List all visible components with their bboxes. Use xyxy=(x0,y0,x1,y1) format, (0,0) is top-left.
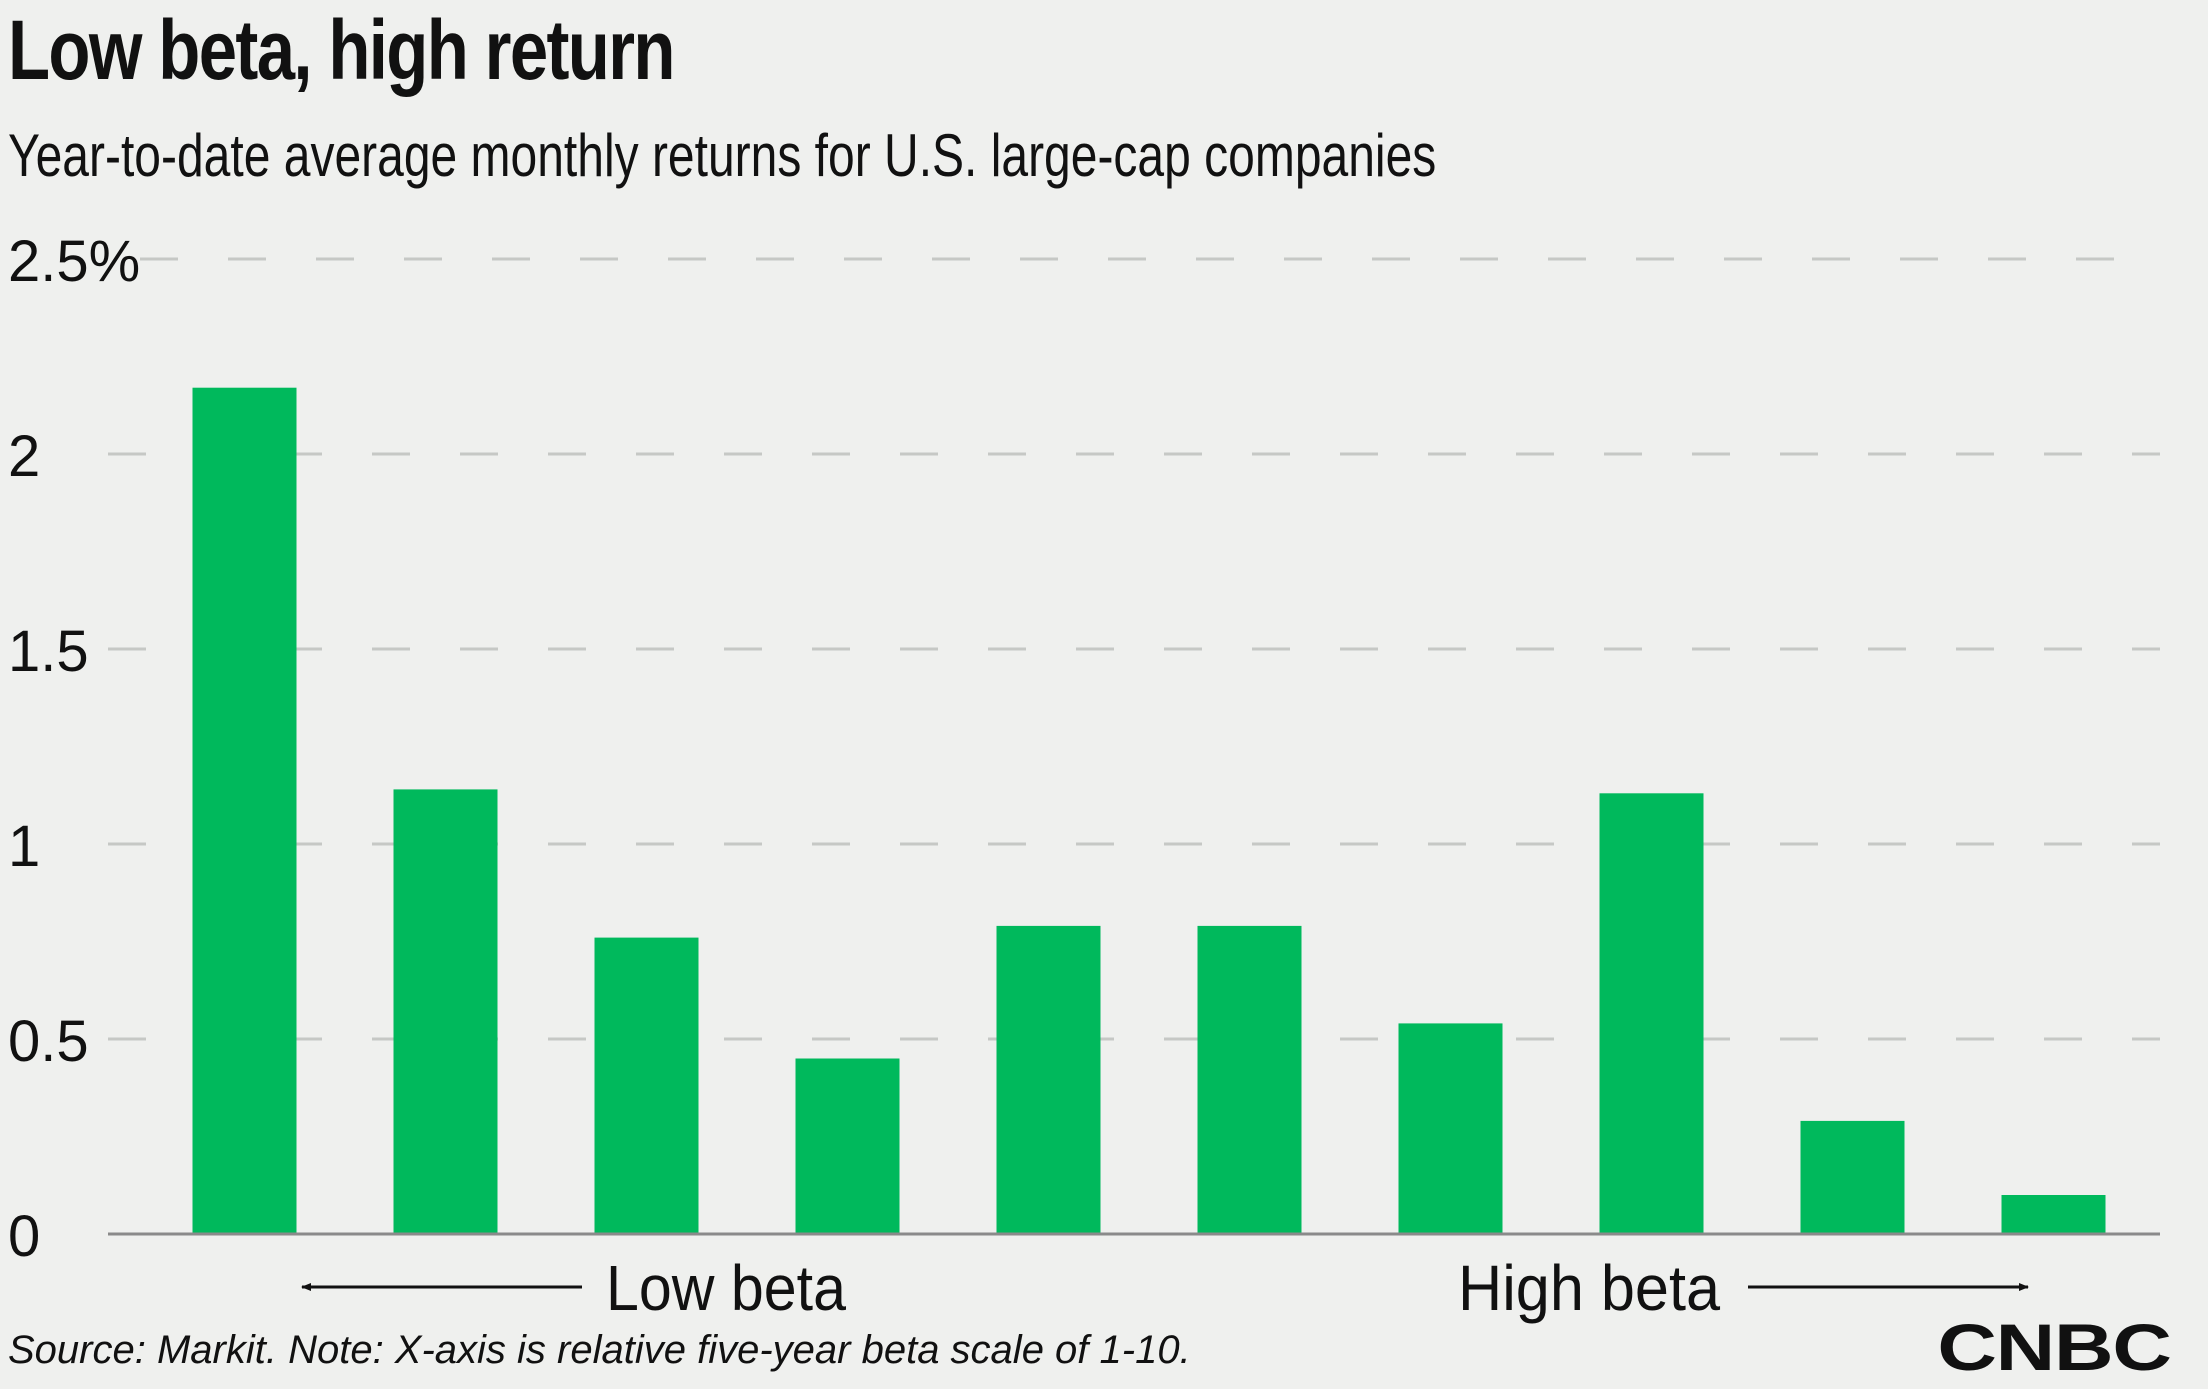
low-beta-label: Low beta xyxy=(606,1252,846,1324)
y-tick-label: 2.5% xyxy=(8,229,140,294)
bar-3 xyxy=(594,937,699,1234)
low-beta-annotation: Low beta xyxy=(301,1252,846,1324)
cnbc-logo: CNBC xyxy=(1937,1310,2172,1384)
chart-title: Low beta, high return xyxy=(8,3,675,97)
bar-1 xyxy=(192,387,297,1234)
gridlines xyxy=(108,257,2160,1041)
bar-8 xyxy=(1599,793,1704,1234)
y-tick-label: 0.5 xyxy=(8,1009,89,1074)
y-tick-label: 1.5 xyxy=(8,619,89,684)
bar-10 xyxy=(2001,1195,2106,1234)
high-beta-label: High beta xyxy=(1458,1252,1720,1324)
bar-9 xyxy=(1800,1120,1905,1234)
bar-7 xyxy=(1398,1023,1503,1234)
chart-subtitle: Year-to-date average monthly returns for… xyxy=(8,122,1437,189)
bar-4 xyxy=(795,1058,900,1234)
bar-6 xyxy=(1197,925,1302,1234)
bars xyxy=(192,387,2106,1234)
bar-2 xyxy=(393,789,498,1234)
y-tick-label: 1 xyxy=(8,814,40,879)
y-tick-label: 0 xyxy=(8,1204,40,1269)
source-note: Source: Markit. Note: X-axis is relative… xyxy=(8,1328,1191,1372)
y-tick-label: 2 xyxy=(8,424,40,489)
bar-5 xyxy=(996,925,1101,1234)
y-axis-tick-labels: 0 0.5 1 1.5 2 2.5% xyxy=(8,229,140,1269)
high-beta-annotation: High beta xyxy=(1458,1252,2029,1324)
